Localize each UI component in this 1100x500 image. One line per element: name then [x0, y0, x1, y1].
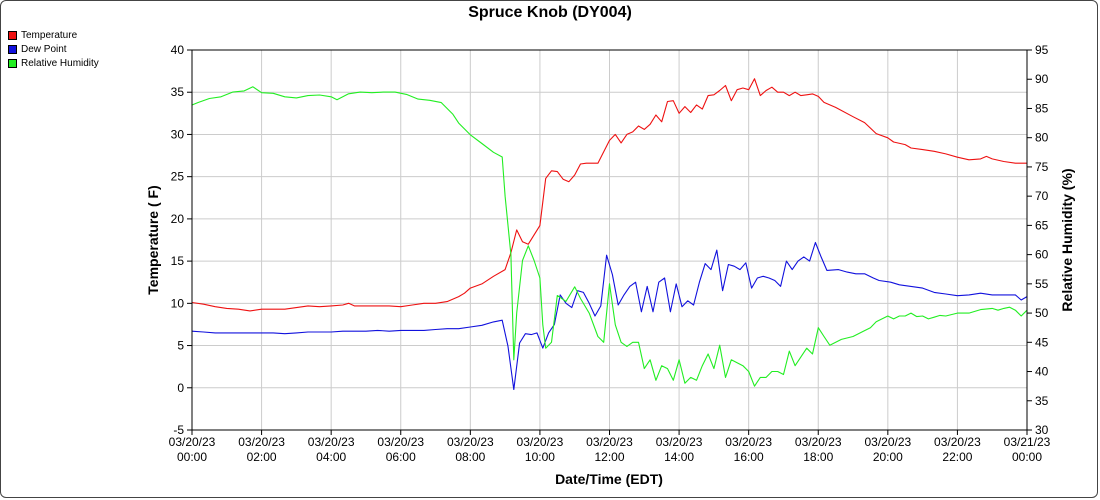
- y-right-tick-label: 55: [1035, 277, 1049, 291]
- x-tick-label-date: 03/20/23: [656, 435, 703, 449]
- y-right-tick-label: 90: [1035, 72, 1049, 86]
- y-right-tick-label: 85: [1035, 101, 1049, 115]
- y-right-tick-label: 95: [1035, 43, 1049, 57]
- y-right-tick-label: 65: [1035, 218, 1049, 232]
- x-tick-label-date: 03/20/23: [238, 435, 285, 449]
- y-right-tick-label: 60: [1035, 248, 1049, 262]
- y-left-tick-label: 20: [171, 212, 185, 226]
- chart-title: Spruce Knob (DY004): [468, 4, 632, 21]
- y-axis-left-ticks: -5 0 5 10 15 20 25 30 35 40: [171, 43, 192, 437]
- y-left-tick-label: 15: [171, 254, 185, 268]
- x-tick-label-date: 03/20/23: [377, 435, 424, 449]
- x-tick-label-time: 04:00: [316, 450, 346, 464]
- y-left-tick-label: 40: [171, 43, 185, 57]
- x-tick-label-time: 08:00: [455, 450, 485, 464]
- x-tick-label-time: 10:00: [525, 450, 555, 464]
- y-right-tick-label: 30: [1035, 423, 1049, 437]
- legend-swatch-relative-humidity: [8, 58, 17, 68]
- y-left-tick-label: 0: [177, 381, 184, 395]
- y-left-tick-label: 25: [171, 170, 185, 184]
- x-tick-label-date: 03/20/23: [725, 435, 772, 449]
- y-right-tick-label: 35: [1035, 394, 1049, 408]
- y-right-tick-label: 70: [1035, 189, 1049, 203]
- y-left-tick-label: 10: [171, 296, 185, 310]
- y-right-tick-label: 80: [1035, 131, 1049, 145]
- y-axis-right-label: Relative Humidity (%): [1059, 168, 1075, 311]
- x-tick-label-time: 00:00: [1012, 450, 1042, 464]
- x-tick-label-time: 18:00: [803, 450, 833, 464]
- legend-label-temperature: Temperature: [21, 29, 78, 41]
- legend: Temperature Dew Point Relative Humidity: [8, 28, 99, 70]
- x-tick-label-time: 20:00: [873, 450, 903, 464]
- legend-swatch-temperature: [8, 30, 17, 40]
- x-tick-label-date: 03/20/23: [795, 435, 842, 449]
- y-left-tick-label: -5: [173, 423, 184, 437]
- x-tick-label-time: 06:00: [386, 450, 416, 464]
- x-tick-label-time: 16:00: [734, 450, 764, 464]
- legend-item-temperature: Temperature: [8, 28, 99, 42]
- x-tick-label-date: 03/20/23: [517, 435, 564, 449]
- legend-label-dew-point: Dew Point: [21, 43, 67, 55]
- y-axis-right-ticks: 30 35 40 45 50 55 60 65 70 75 80 85 90 95: [1027, 43, 1049, 437]
- x-tick-label-time: 14:00: [664, 450, 694, 464]
- y-left-tick-label: 35: [171, 85, 185, 99]
- x-tick-label-date: 03/20/23: [864, 435, 911, 449]
- legend-label-relative-humidity: Relative Humidity: [21, 57, 99, 69]
- x-tick-label-date: 03/20/23: [308, 435, 355, 449]
- y-right-tick-label: 50: [1035, 306, 1049, 320]
- y-axis-left-label: Temperature ( F): [145, 185, 161, 294]
- y-left-tick-label: 30: [171, 127, 185, 141]
- x-tick-label-time: 00:00: [177, 450, 207, 464]
- x-tick-label-date: 03/20/23: [934, 435, 981, 449]
- series-line-relative-humidity: [191, 86, 1028, 387]
- series-line-temperature: [191, 78, 1027, 312]
- x-tick-label-date: 03/20/23: [169, 435, 216, 449]
- x-axis-label: Date/Time (EDT): [555, 471, 663, 487]
- series-line-dew-point: [191, 241, 1028, 391]
- series-lines: [191, 78, 1028, 391]
- x-tick-label-time: 02:00: [247, 450, 277, 464]
- x-tick-label-time: 22:00: [942, 450, 972, 464]
- legend-swatch-dew-point: [8, 44, 17, 54]
- y-left-tick-label: 5: [177, 339, 184, 353]
- x-axis-ticks: 03/20/2300:0003/20/2302:0003/20/2304:000…: [169, 430, 1051, 464]
- y-right-tick-label: 45: [1035, 335, 1049, 349]
- x-tick-label-date: 03/20/23: [586, 435, 633, 449]
- y-right-tick-label: 40: [1035, 365, 1049, 379]
- x-tick-label-date: 03/21/23: [1004, 435, 1051, 449]
- y-right-tick-label: 75: [1035, 160, 1049, 174]
- legend-item-relative-humidity: Relative Humidity: [8, 56, 99, 70]
- x-tick-label-date: 03/20/23: [447, 435, 494, 449]
- legend-item-dew-point: Dew Point: [8, 42, 99, 56]
- x-tick-label-time: 12:00: [594, 450, 624, 464]
